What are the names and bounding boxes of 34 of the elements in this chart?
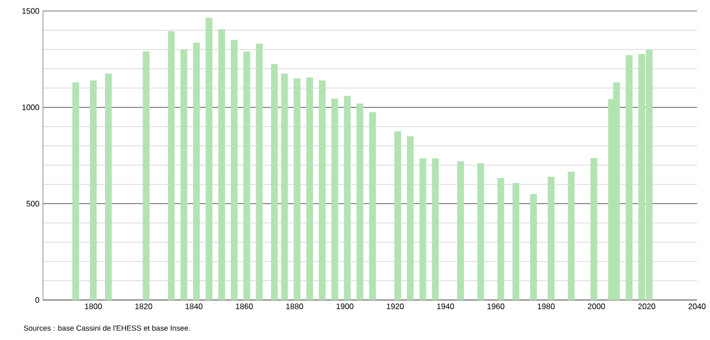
- bar: [256, 44, 263, 300]
- bar: [406, 136, 414, 300]
- bar: [230, 40, 238, 300]
- bar: [142, 51, 150, 300]
- bar: [344, 96, 351, 300]
- bar: [306, 77, 314, 300]
- bar: [105, 74, 112, 300]
- bar: [294, 78, 300, 300]
- bar: [331, 98, 338, 300]
- bar: [180, 50, 188, 300]
- bar: [457, 161, 464, 300]
- bar: [530, 194, 537, 300]
- bar: [206, 18, 212, 300]
- bar: [218, 29, 225, 300]
- bar: [72, 82, 80, 300]
- bar: [419, 158, 426, 300]
- bar: [394, 131, 402, 300]
- bar: [477, 163, 484, 300]
- bar: [432, 158, 439, 300]
- bar: [281, 74, 288, 300]
- bar: [243, 51, 250, 300]
- bar: [548, 176, 555, 300]
- bar: [626, 55, 632, 300]
- bar: [90, 80, 97, 300]
- bar: [356, 103, 364, 300]
- bar: [318, 80, 326, 300]
- bar: [497, 178, 504, 300]
- bar: [193, 42, 200, 300]
- bar: [168, 31, 175, 300]
- bar: [512, 183, 520, 300]
- bar: [568, 172, 575, 300]
- bar: [590, 158, 598, 300]
- bar: [369, 112, 376, 300]
- bar: [271, 64, 278, 300]
